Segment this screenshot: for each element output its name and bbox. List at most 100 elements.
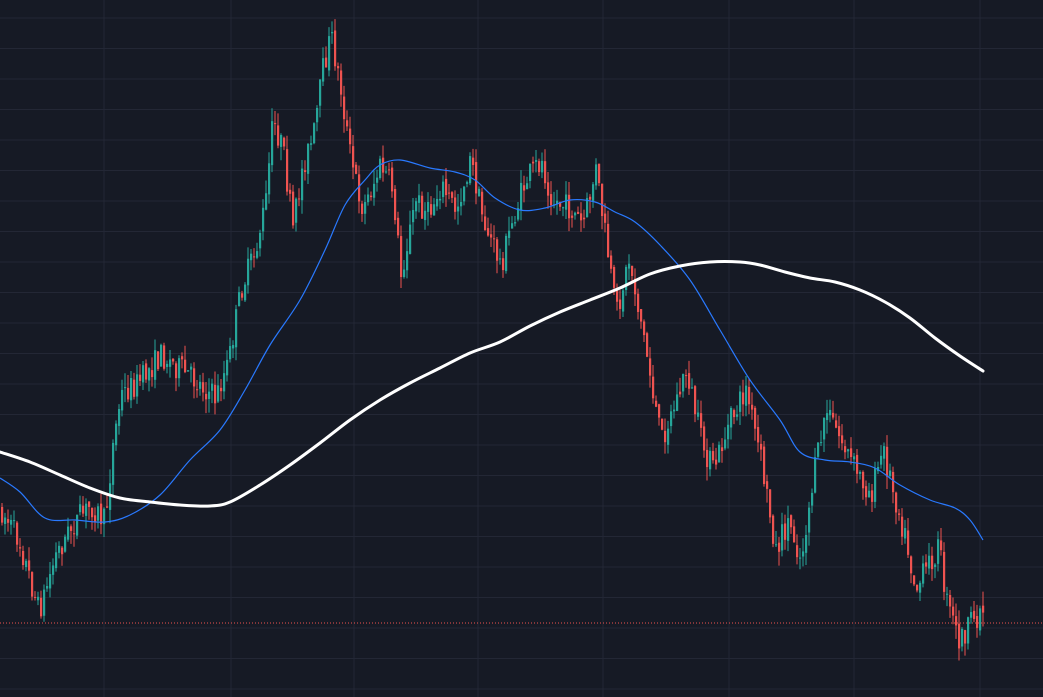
candle-253 bbox=[760, 434, 763, 461]
candle-101 bbox=[304, 160, 307, 181]
candle-body bbox=[772, 515, 775, 544]
candle-body bbox=[472, 157, 475, 165]
candle-body bbox=[439, 198, 442, 201]
candle-body bbox=[241, 293, 244, 298]
candle-76 bbox=[229, 337, 232, 363]
candle-body bbox=[133, 379, 136, 397]
candle-277 bbox=[832, 400, 835, 420]
candle-66 bbox=[199, 374, 202, 396]
candle-270 bbox=[811, 488, 814, 513]
candle-body bbox=[442, 181, 445, 198]
candle-body bbox=[826, 413, 829, 421]
candle-145 bbox=[436, 185, 439, 211]
candle-body bbox=[982, 605, 985, 613]
candle-154 bbox=[463, 185, 466, 206]
candle-body bbox=[328, 36, 331, 71]
candle-body bbox=[262, 207, 265, 232]
candle-219 bbox=[658, 403, 661, 426]
candle-body bbox=[664, 430, 667, 443]
candle-49 bbox=[148, 367, 151, 392]
candle-42 bbox=[127, 375, 130, 403]
candle-body bbox=[382, 157, 385, 173]
candle-body bbox=[22, 550, 25, 566]
candle-274 bbox=[823, 417, 826, 453]
candle-body bbox=[403, 269, 406, 277]
candle-body bbox=[898, 513, 901, 515]
candle-60 bbox=[181, 352, 184, 369]
candle-324 bbox=[973, 600, 976, 623]
candle-124 bbox=[373, 170, 376, 206]
candle-50 bbox=[151, 357, 154, 387]
candle-body bbox=[409, 224, 412, 254]
candle-285 bbox=[856, 449, 859, 484]
candle-body bbox=[103, 508, 106, 525]
candle-body bbox=[61, 547, 64, 555]
candle-246 bbox=[739, 385, 742, 425]
candle-body bbox=[781, 524, 784, 551]
candle-body bbox=[931, 555, 934, 570]
candle-162 bbox=[487, 217, 490, 237]
candle-325 bbox=[976, 604, 979, 638]
candle-256 bbox=[769, 488, 772, 524]
candle-body bbox=[253, 256, 256, 258]
candle-187 bbox=[562, 206, 565, 217]
candle-52 bbox=[157, 350, 160, 372]
candle-body bbox=[466, 182, 469, 184]
candle-body bbox=[934, 564, 937, 567]
candle-body bbox=[34, 596, 37, 598]
candle-body bbox=[562, 207, 565, 209]
candle-67 bbox=[202, 372, 205, 402]
candle-117 bbox=[352, 134, 355, 180]
candle-body bbox=[649, 358, 652, 376]
candle-body bbox=[415, 201, 418, 212]
candle-body bbox=[889, 470, 892, 477]
candle-body bbox=[847, 449, 850, 452]
candle-22 bbox=[67, 517, 70, 542]
candle-body bbox=[694, 386, 697, 415]
candle-body bbox=[721, 447, 724, 452]
candle-300 bbox=[901, 508, 904, 545]
candle-267 bbox=[802, 538, 805, 567]
candle-4 bbox=[13, 510, 16, 528]
candle-body bbox=[361, 203, 364, 214]
candle-243 bbox=[730, 406, 733, 440]
candle-249 bbox=[748, 377, 751, 415]
candle-body bbox=[118, 409, 121, 426]
candle-182 bbox=[547, 171, 550, 209]
ma-fast-line bbox=[0, 159, 984, 541]
candle-body bbox=[160, 344, 163, 367]
candle-225 bbox=[676, 382, 679, 412]
candle-19 bbox=[58, 541, 61, 559]
candle-282 bbox=[847, 448, 850, 459]
candle-body bbox=[271, 121, 274, 166]
candle-body bbox=[40, 597, 43, 617]
candle-315 bbox=[946, 586, 949, 607]
candle-323 bbox=[970, 606, 973, 624]
candle-body bbox=[823, 417, 826, 440]
candle-133 bbox=[400, 225, 403, 289]
candle-223 bbox=[670, 404, 673, 434]
candle-body bbox=[184, 359, 187, 373]
candle-303 bbox=[910, 555, 913, 584]
candle-body bbox=[652, 376, 655, 399]
candle-body bbox=[625, 266, 628, 291]
candle-229 bbox=[688, 360, 691, 395]
candle-123 bbox=[370, 191, 373, 201]
candle-body bbox=[616, 290, 619, 302]
candle-body bbox=[724, 439, 727, 449]
candle-body bbox=[565, 194, 568, 210]
candle-body bbox=[943, 551, 946, 592]
candle-197 bbox=[592, 182, 595, 208]
candle-body bbox=[577, 211, 580, 214]
candle-body bbox=[700, 413, 703, 428]
candle-body bbox=[589, 196, 592, 200]
candle-body bbox=[100, 503, 103, 525]
candle-156 bbox=[469, 152, 472, 186]
candle-body bbox=[922, 563, 925, 584]
candle-69 bbox=[208, 378, 211, 413]
candle-body bbox=[784, 523, 787, 540]
candle-body bbox=[340, 70, 343, 95]
candle-body bbox=[169, 359, 172, 367]
